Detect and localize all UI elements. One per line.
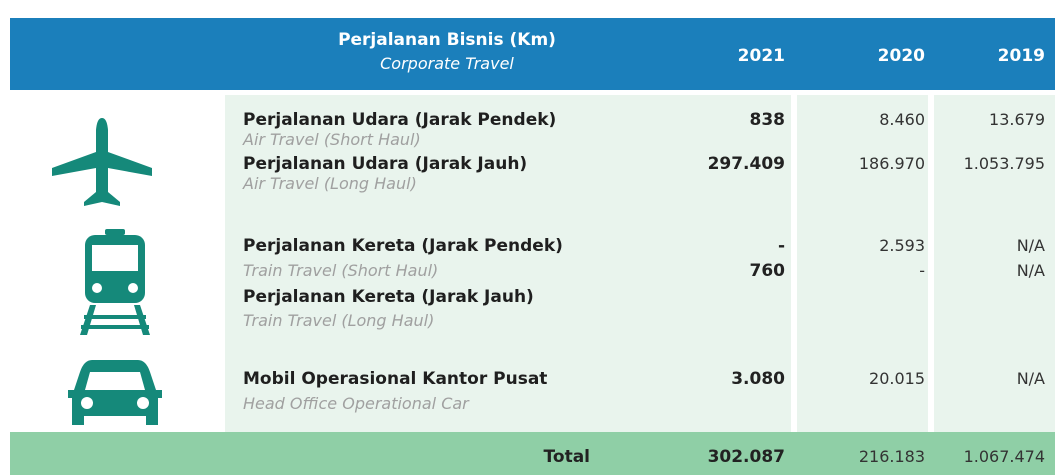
cell-value: N/A bbox=[1016, 261, 1045, 280]
cell-value: 1.053.795 bbox=[963, 154, 1045, 173]
cell-value: 20.015 bbox=[869, 369, 925, 388]
panel bbox=[934, 95, 1055, 432]
cell-value: N/A bbox=[1016, 369, 1045, 388]
total-value: 302.087 bbox=[707, 447, 785, 467]
cell-value: 2.593 bbox=[879, 236, 925, 255]
header-subtitle: Corporate Travel bbox=[380, 54, 514, 73]
year-header: 2019 bbox=[997, 46, 1045, 66]
header-title: Perjalanan Bisnis (Km) bbox=[338, 30, 556, 50]
cell-value: 186.970 bbox=[858, 154, 925, 173]
total-bar bbox=[10, 432, 1055, 475]
total-label: Total bbox=[543, 447, 590, 467]
row-label: Perjalanan Kereta (Jarak Jauh) bbox=[243, 287, 534, 307]
row-sublabel: Air Travel (Short Haul) bbox=[243, 130, 421, 149]
panel bbox=[225, 95, 791, 432]
cell-value: 838 bbox=[749, 110, 786, 130]
total-value: 1.067.474 bbox=[963, 447, 1045, 466]
row-label: Perjalanan Udara (Jarak Jauh) bbox=[243, 154, 528, 174]
cell-value: - bbox=[919, 261, 925, 280]
train-icon bbox=[80, 229, 150, 335]
plane-icon bbox=[52, 118, 152, 206]
cell-value: - bbox=[777, 236, 785, 256]
icons bbox=[52, 118, 162, 425]
row-sublabel: Head Office Operational Car bbox=[243, 394, 469, 413]
cell-value: 13.679 bbox=[989, 110, 1045, 129]
cell-value: 297.409 bbox=[707, 154, 785, 174]
total-value: 216.183 bbox=[858, 447, 925, 466]
row-label: Perjalanan Kereta (Jarak Pendek) bbox=[243, 236, 563, 256]
row-sublabel: Train Travel (Long Haul) bbox=[243, 311, 435, 330]
cell-value: N/A bbox=[1016, 236, 1045, 255]
row-sublabel: Air Travel (Long Haul) bbox=[243, 174, 417, 193]
car-icon bbox=[68, 360, 162, 425]
year-header: 2021 bbox=[737, 46, 785, 66]
row-label: Mobil Operasional Kantor Pusat bbox=[243, 369, 548, 389]
cell-value: 760 bbox=[749, 261, 786, 281]
header-bar bbox=[10, 18, 1055, 90]
panel bbox=[797, 95, 928, 432]
row-sublabel: Train Travel (Short Haul) bbox=[243, 261, 439, 280]
year-header: 2020 bbox=[877, 46, 925, 66]
cell-value: 3.080 bbox=[731, 369, 785, 389]
cell-value: 8.460 bbox=[879, 110, 925, 129]
row-label: Perjalanan Udara (Jarak Pendek) bbox=[243, 110, 557, 130]
